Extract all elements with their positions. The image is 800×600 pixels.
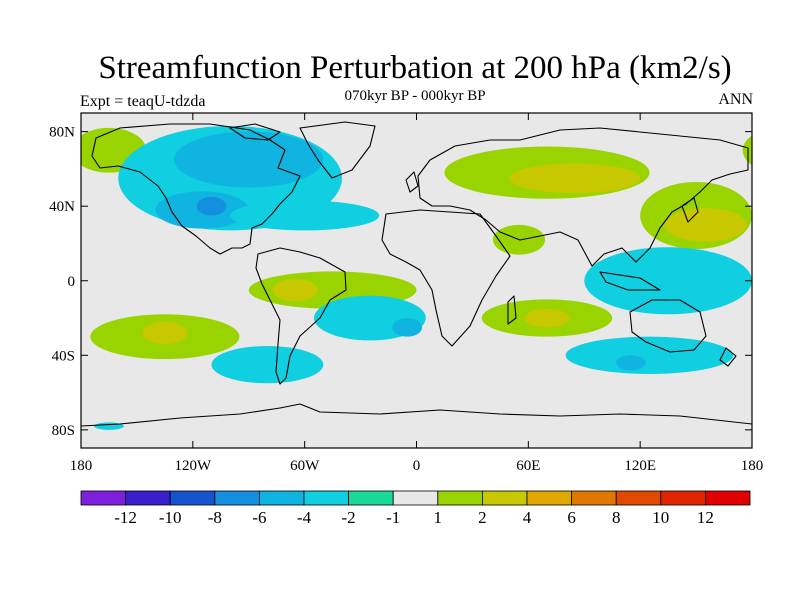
x-tick-label: 0	[413, 458, 421, 474]
colorbar-label: 10	[652, 508, 669, 527]
coastline-uk	[405, 171, 419, 193]
colorbar-swatch	[615, 490, 662, 506]
coastline-australia	[629, 299, 707, 353]
coastline-africa	[381, 209, 511, 347]
y-tick-label: 0	[68, 274, 76, 290]
field-region-northwest-pacific-core	[664, 208, 747, 242]
colorbar-swatch	[392, 490, 439, 506]
colorbar-label: -1	[386, 508, 400, 527]
field-region-southern-ocean-negative-core	[615, 355, 646, 371]
coastline-south-america	[255, 247, 347, 385]
x-tick-label: 180	[741, 458, 764, 474]
colorbar-label: 8	[612, 508, 621, 527]
coastline-eurasia	[417, 127, 749, 267]
colorbar-swatch	[348, 490, 394, 506]
colorbar-label: -4	[297, 508, 312, 527]
field-region-brazil-positive-core	[272, 278, 318, 302]
field-region-eurasia-positive-core	[509, 163, 641, 194]
colorbar-swatch	[437, 490, 483, 506]
x-tick-label: 120E	[624, 458, 656, 474]
field-region-indo-pacific-negative	[584, 247, 752, 315]
colorbar-label: -12	[114, 508, 137, 527]
colorbar-swatch	[258, 490, 305, 506]
coastline-arctic-islands	[229, 123, 281, 141]
colorbar-label: 6	[567, 508, 576, 527]
field-region-canada-negative-core	[174, 131, 324, 188]
x-tick-label: 120W	[174, 458, 212, 474]
colorbar-swatch	[660, 490, 706, 506]
coastline-north-america	[91, 123, 301, 255]
x-tick-label: 180	[70, 458, 93, 474]
coastline-new-zealand	[719, 347, 737, 367]
season-label: ANN	[718, 91, 753, 108]
colorbar-label: 4	[523, 508, 532, 527]
colorbar-label: 1	[434, 508, 443, 527]
streamfunction-field	[81, 113, 752, 448]
colorbar: -12 -10 -8 -6 -4 -2 -1 1 2 4 6 8 10 12	[80, 490, 751, 527]
colorbar-label: -8	[208, 508, 222, 527]
colorbar-label: -2	[342, 508, 356, 527]
colorbar-label: 2	[478, 508, 487, 527]
colorbar-swatch	[214, 490, 260, 506]
coastline-indonesia	[599, 271, 661, 291]
colorbar-label: 12	[697, 508, 714, 527]
x-tick-label: 60W	[290, 458, 320, 474]
y-tick-label: 80S	[52, 423, 75, 439]
field-region-subtropical-atlantic-negative	[230, 200, 380, 231]
colorbar-swatch	[125, 490, 171, 506]
coastline-japan	[681, 197, 699, 223]
colorbar-label: -10	[159, 508, 182, 527]
field-region-southern-ocean-negative	[565, 336, 734, 374]
colorbar-swatch	[705, 490, 751, 506]
coastline-antarctica	[81, 403, 752, 427]
field-region-southern-indian-positive-core	[524, 308, 570, 328]
coastline-greenland	[299, 121, 376, 179]
y-tick-label: 80N	[49, 125, 75, 141]
experiment-label: Expt = teaqU-tdzda	[80, 93, 206, 110]
colorbar-label: -6	[252, 508, 266, 527]
x-tick-label: 60E	[516, 458, 540, 474]
colorbar-swatch	[80, 490, 126, 506]
colorbar-swatch	[526, 490, 572, 506]
map-axes: 180 120W 60W 0 60E 120E 180 80N 40N 0 40S 80S	[49, 113, 763, 474]
field-region-north-pacific-positive-wrap	[742, 135, 752, 166]
map-subtitle: 070kyr BP - 000kyr BP	[344, 88, 486, 104]
field-region-west-us-negative-max	[196, 196, 227, 216]
colorbar-swatch	[571, 490, 617, 506]
field-region-south-america-south-negative	[211, 345, 324, 384]
map-title: Streamfunction Perturbation at 200 hPa (…	[98, 50, 732, 86]
field-region-south-pacific-positive-core	[142, 321, 188, 345]
y-tick-label: 40N	[49, 199, 75, 215]
y-tick-label: 40S	[52, 348, 75, 364]
colorbar-swatch	[303, 490, 349, 506]
coastlines	[81, 121, 752, 427]
coastline-madagascar	[507, 295, 517, 325]
field-region-south-atlantic-negative-core	[392, 318, 423, 337]
colorbar-swatch	[169, 490, 216, 506]
colorbar-swatch	[481, 490, 528, 506]
